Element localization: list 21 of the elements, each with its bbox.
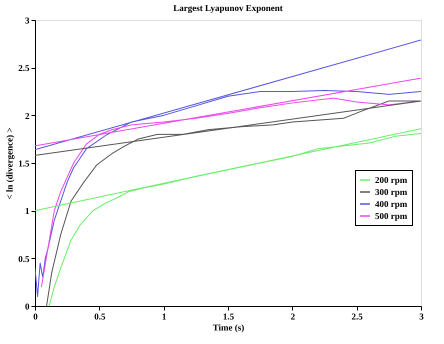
y-tick-label: 2 bbox=[25, 110, 30, 121]
x-axis-title: Time (s) bbox=[212, 322, 244, 332]
x-tick-label: 2 bbox=[290, 312, 296, 322]
y-tick-label: 0 bbox=[25, 302, 30, 312]
legend-label: 500 rpm bbox=[375, 211, 408, 221]
legend-label: 200 rpm bbox=[375, 175, 408, 185]
y-tick-label: 3 bbox=[25, 16, 30, 26]
chart-title: Largest Lyapunov Exponent bbox=[173, 3, 283, 13]
y-tick-label: 2.5 bbox=[18, 63, 30, 74]
y-tick-label: 1 bbox=[25, 206, 30, 216]
x-tick-label: 0.5 bbox=[94, 312, 106, 322]
y-tick-label: 1.5 bbox=[18, 158, 30, 168]
x-tick-label: 0 bbox=[33, 312, 38, 322]
x-tick-label: 1.5 bbox=[222, 312, 235, 322]
x-tick-label: 3 bbox=[419, 312, 424, 322]
x-tick-label: 1 bbox=[162, 312, 167, 322]
y-tick-label: 0.5 bbox=[18, 254, 30, 264]
legend-label: 300 rpm bbox=[375, 187, 408, 197]
x-tick-label: 2.5 bbox=[352, 312, 364, 322]
legend-label: 400 rpm bbox=[375, 199, 408, 209]
y-axis-title: < ln (divergence) > bbox=[4, 128, 14, 200]
